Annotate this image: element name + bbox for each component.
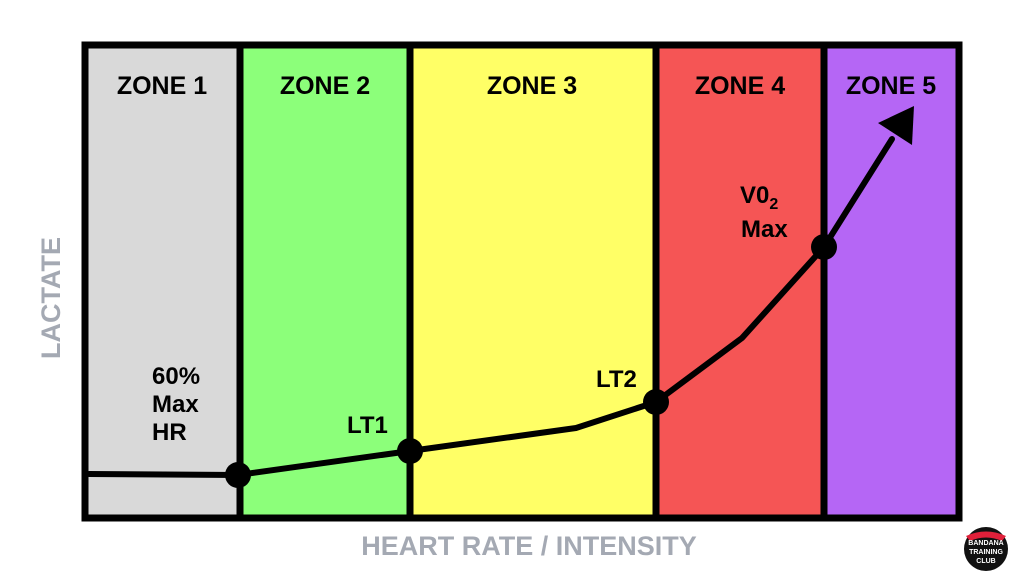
zone-3-band xyxy=(410,45,656,518)
outer-frame xyxy=(81,41,963,522)
point-vo2-max-subscript: 2 xyxy=(769,196,778,213)
zone-4-label: ZONE 4 xyxy=(695,72,785,100)
point-60-max-hr-label: 60% Max HR xyxy=(152,363,207,446)
point-60-max-hr-marker xyxy=(225,462,251,488)
point-lt2-marker xyxy=(643,389,669,415)
logo-text-top: BANDANA xyxy=(968,540,1003,547)
x-axis-label: HEART RATE / INTENSITY xyxy=(361,531,697,561)
point-vo2-max-label: V02 Max xyxy=(740,182,788,243)
lactate-curve xyxy=(86,106,914,488)
logo-bandana xyxy=(966,531,1006,541)
zone-1-label: ZONE 1 xyxy=(117,72,207,100)
point-60-max-hr-line-3: HR xyxy=(152,419,187,446)
point-lt1-marker xyxy=(397,438,423,464)
zone-2-band xyxy=(240,45,410,518)
point-vo2-max-marker xyxy=(811,234,837,260)
bandana-training-club-logo: BANDANA TRAINING CLUB xyxy=(964,527,1008,571)
logo-text-middle: TRAINING xyxy=(969,549,1003,556)
point-lt2-label: LT2 xyxy=(596,366,637,393)
point-vo2-max-line-1: V0 xyxy=(740,182,769,209)
point-60-max-hr-line-2: Max xyxy=(152,391,199,418)
zone-5-band xyxy=(824,45,959,518)
zone-4-band xyxy=(656,45,824,518)
logo-text-bottom: CLUB xyxy=(976,558,995,565)
curve-arrowhead xyxy=(878,106,914,145)
zone-1-band xyxy=(85,45,240,518)
zone-5-label: ZONE 5 xyxy=(846,72,936,100)
zone-backgrounds xyxy=(85,45,959,518)
point-labels: 60% Max HR LT1 LT2 V02 Max xyxy=(152,182,788,446)
point-lt1-label: LT1 xyxy=(347,412,388,439)
point-60-max-hr-line-1: 60% xyxy=(152,363,200,390)
zone-3-label: ZONE 3 xyxy=(487,72,577,100)
point-vo2-max-line-2: Max xyxy=(741,216,788,243)
y-axis-label: LACTATE xyxy=(36,237,66,359)
zone-2-label: ZONE 2 xyxy=(280,72,370,100)
curve-line xyxy=(86,136,895,478)
zone-headings: ZONE 1 ZONE 2 ZONE 3 ZONE 4 ZONE 5 xyxy=(117,72,936,100)
